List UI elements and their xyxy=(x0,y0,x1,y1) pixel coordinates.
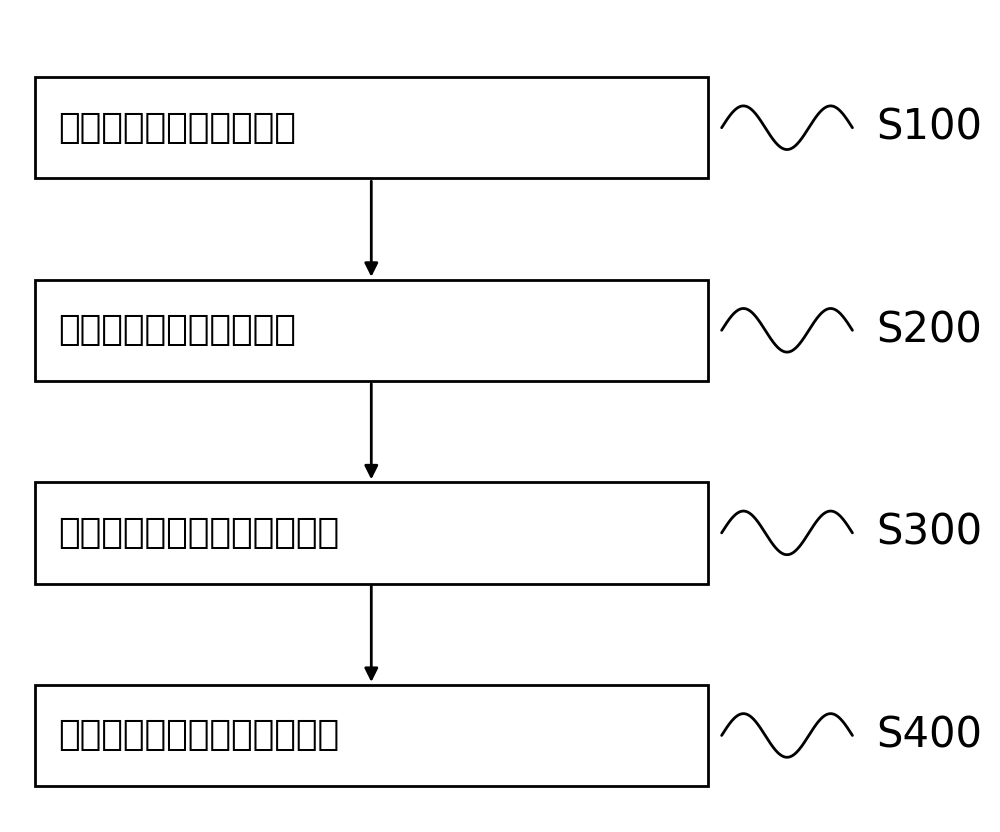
FancyBboxPatch shape xyxy=(35,77,708,178)
Text: 纳米颗粒自组装接枝超亲水化: 纳米颗粒自组装接枝超亲水化 xyxy=(58,719,339,752)
FancyBboxPatch shape xyxy=(35,483,708,583)
Text: S100: S100 xyxy=(876,106,982,149)
Text: 微纳基底的选择与预处理: 微纳基底的选择与预处理 xyxy=(58,111,296,145)
FancyBboxPatch shape xyxy=(35,280,708,381)
Text: 膜表面等离子体诱导接枝聚合: 膜表面等离子体诱导接枝聚合 xyxy=(58,516,339,550)
Text: S200: S200 xyxy=(876,310,982,351)
Text: 有微纳结构有机膜的制备: 有微纳结构有机膜的制备 xyxy=(58,314,296,347)
Text: S300: S300 xyxy=(876,512,982,554)
Text: S400: S400 xyxy=(876,715,982,756)
FancyBboxPatch shape xyxy=(35,685,708,786)
